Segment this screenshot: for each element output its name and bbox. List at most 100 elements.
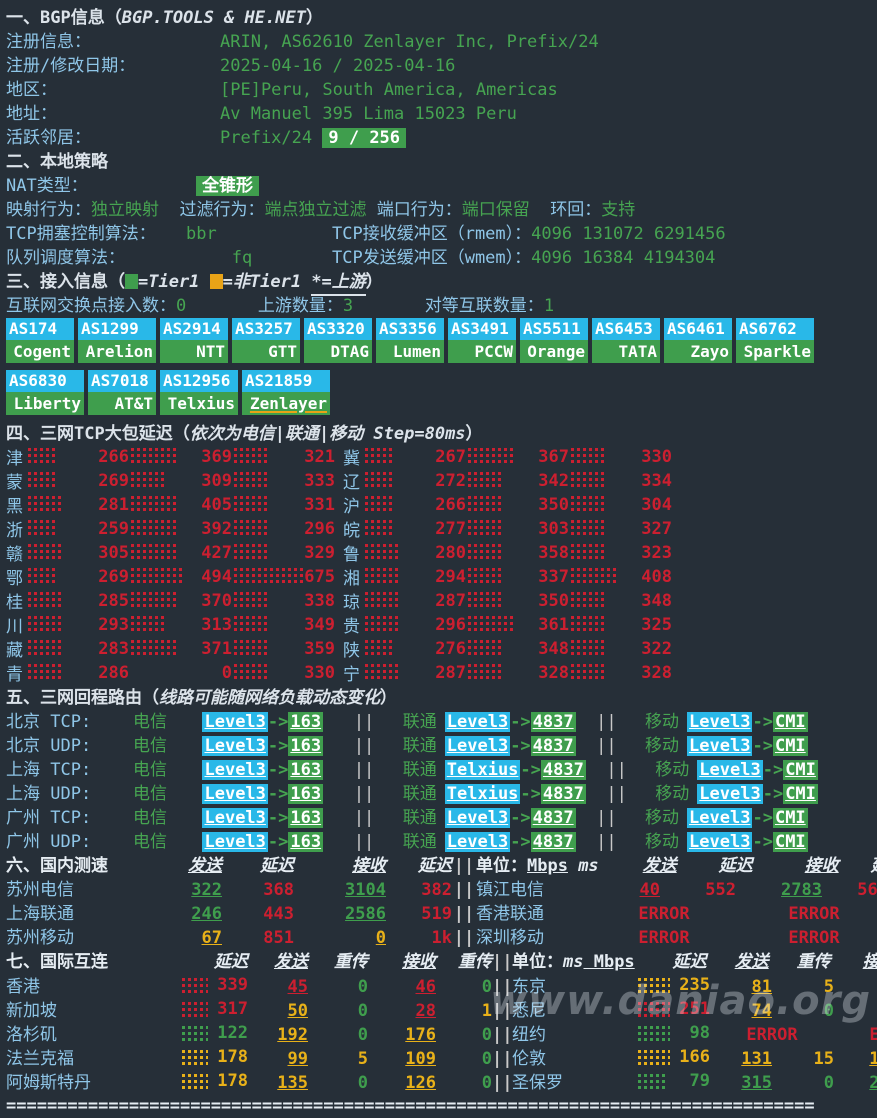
- province-label: 辽: [343, 473, 360, 493]
- asn-badge-as2914[interactable]: AS2914 NTT: [160, 318, 228, 363]
- intl-unit-ms: ms: [563, 952, 584, 972]
- latency-bar: [365, 520, 392, 538]
- route-hop-b[interactable]: CMI: [783, 784, 818, 804]
- route-hop-b[interactable]: 163: [288, 760, 324, 780]
- route-hop-b[interactable]: 163: [288, 712, 324, 732]
- route-hop-a[interactable]: Level3: [444, 712, 511, 732]
- route-hop-b[interactable]: CMI: [783, 760, 818, 780]
- asn-badge-as6453[interactable]: AS6453 TATA: [592, 318, 660, 363]
- latency-cell: 277: [365, 518, 468, 540]
- route-hop-a[interactable]: Level3: [444, 736, 511, 756]
- route-hop-b[interactable]: 4837: [530, 712, 576, 732]
- latency-cell: 266: [28, 446, 131, 468]
- bgp-row-region: 地区： [PE]Peru, South America, Americas: [6, 78, 877, 102]
- latency-row: 川 293 313 349 贵 296 361 325: [6, 614, 877, 638]
- asn-badge-as6830[interactable]: AS6830 Liberty: [6, 370, 84, 415]
- rmem-label: TCP接收缓冲区（rmem）：: [332, 224, 532, 244]
- latency-value: 348: [641, 591, 672, 611]
- route-hop-b[interactable]: 4837: [530, 832, 576, 852]
- intl-send-retrans: 0: [357, 977, 368, 997]
- latency-value: 296: [304, 519, 335, 539]
- route-hop-a[interactable]: Level3: [697, 760, 763, 780]
- latency-bar: [468, 472, 504, 490]
- intl-col-retrans: 重传: [334, 952, 368, 972]
- latency-value: 370: [201, 591, 232, 611]
- intl-send-speed-r: 131: [741, 1049, 772, 1069]
- asn-badge-as6762[interactable]: AS6762 Sparkle: [736, 318, 814, 363]
- rmem-value: 4096 131072 6291456: [531, 224, 726, 244]
- asn-badge-as3320[interactable]: AS3320 DTAG: [304, 318, 372, 363]
- asn-number: AS6762: [736, 318, 814, 340]
- route-separator: ||: [575, 808, 638, 828]
- route-hop-a[interactable]: Level3: [202, 760, 268, 780]
- asn-number: AS2914: [160, 318, 228, 340]
- intl-separator: ||: [492, 952, 513, 972]
- latency-value: 359: [304, 639, 335, 659]
- route-hop-b[interactable]: 163: [288, 736, 324, 756]
- port-behavior-value: 端口保留: [461, 200, 530, 220]
- latency-bar: [365, 616, 401, 634]
- latency-value: 286: [98, 663, 129, 683]
- route-hop-a[interactable]: Level3: [687, 736, 753, 756]
- route-hop-a[interactable]: Level3: [202, 712, 268, 732]
- route-hop-a[interactable]: Level3: [444, 808, 511, 828]
- asn-badge-as5511[interactable]: AS5511 Orange: [520, 318, 588, 363]
- latency-cell: 427: [131, 542, 234, 564]
- latency-cell: 287: [365, 590, 468, 612]
- latency-bar: [468, 640, 504, 658]
- latency-bar: [571, 448, 607, 466]
- latency-cell: 280: [365, 542, 468, 564]
- route-hop-b[interactable]: CMI: [772, 808, 808, 828]
- hairpin-value: 支持: [601, 200, 636, 220]
- route-hop-b[interactable]: 4837: [530, 808, 576, 828]
- asn-badge-as21859[interactable]: AS21859 Zenlayer: [242, 370, 330, 415]
- domestic-unit-label: 单位：: [476, 856, 527, 876]
- asn-number: AS7018: [88, 370, 156, 392]
- route-hop-b[interactable]: 4837: [530, 736, 576, 756]
- latency-value: 349: [304, 615, 335, 635]
- intl-send-retrans: 0: [357, 1025, 368, 1045]
- intl-latency-bar: [182, 1026, 208, 1041]
- route-hop-b[interactable]: CMI: [772, 736, 808, 756]
- route-hop-b[interactable]: 163: [288, 808, 324, 828]
- route-hop-b[interactable]: 163: [288, 832, 324, 852]
- domestic-send-latency: 443: [263, 904, 294, 924]
- latency-value: 305: [98, 543, 129, 563]
- asn-number: AS6453: [592, 318, 660, 340]
- route-hop-a[interactable]: Level3: [202, 736, 268, 756]
- asn-badge-as7018[interactable]: AS7018 AT&T: [88, 370, 156, 415]
- qdisc-value: fq: [231, 248, 253, 268]
- route-hop-a[interactable]: Level3: [687, 808, 753, 828]
- asn-badge-as6461[interactable]: AS6461 Zayo: [664, 318, 732, 363]
- route-hop-b[interactable]: CMI: [772, 832, 808, 852]
- route-hop-b[interactable]: 163: [288, 784, 324, 804]
- latency-cell: 259: [28, 518, 131, 540]
- route-hop-a[interactable]: Level3: [444, 832, 511, 852]
- route-hop-a[interactable]: Level3: [687, 712, 753, 732]
- route-hop-a[interactable]: Telxius: [444, 784, 521, 804]
- route-arrow: ->: [267, 784, 289, 804]
- asn-badge-as3257[interactable]: AS3257 GTT: [232, 318, 300, 363]
- route-hop-a[interactable]: Level3: [202, 808, 268, 828]
- asn-badge-as12956[interactable]: AS12956 Telxius: [160, 370, 238, 415]
- province-label: 皖: [343, 521, 360, 541]
- route-hop-a[interactable]: Telxius: [444, 760, 521, 780]
- latency-bar: [28, 472, 55, 490]
- intl-col-latency: 延迟: [214, 952, 248, 972]
- domestic-recv-error: ERROR: [788, 928, 840, 948]
- route-hop-a[interactable]: Level3: [687, 832, 753, 852]
- asn-badge-as174[interactable]: AS174 Cogent: [6, 318, 74, 363]
- latency-bar: [28, 448, 55, 466]
- route-hop-a[interactable]: Level3: [202, 832, 268, 852]
- route-hop-b[interactable]: 4837: [540, 784, 586, 804]
- route-hop-a[interactable]: Level3: [697, 784, 763, 804]
- latency-cell: 369: [131, 446, 234, 468]
- route-hop-b[interactable]: CMI: [772, 712, 808, 732]
- intl-send-speed-r: 81: [751, 977, 772, 997]
- asn-badge-as3356[interactable]: AS3356 Lumen: [376, 318, 444, 363]
- route-hop-a[interactable]: Level3: [202, 784, 268, 804]
- asn-badge-as1299[interactable]: AS1299 Arelion: [78, 318, 156, 363]
- asn-badge-as3491[interactable]: AS3491 PCCW: [448, 318, 516, 363]
- route-hop-b[interactable]: 4837: [540, 760, 586, 780]
